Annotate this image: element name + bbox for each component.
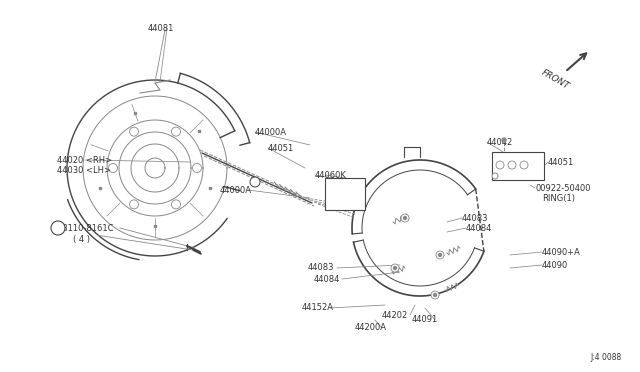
Circle shape: [433, 294, 436, 296]
Circle shape: [431, 291, 439, 299]
Text: 44042: 44042: [487, 138, 513, 147]
Text: 44090: 44090: [542, 260, 568, 269]
Circle shape: [403, 217, 406, 219]
Text: 44083: 44083: [308, 263, 335, 273]
Circle shape: [436, 251, 444, 259]
Text: ( 4 ): ( 4 ): [73, 234, 90, 244]
Circle shape: [401, 214, 409, 222]
Text: 44084: 44084: [466, 224, 492, 232]
Text: 44090+A: 44090+A: [542, 247, 581, 257]
Text: 44200A: 44200A: [355, 324, 387, 333]
Circle shape: [109, 164, 118, 173]
Text: 44081: 44081: [148, 23, 174, 32]
Text: RING(1): RING(1): [542, 193, 575, 202]
Circle shape: [496, 161, 504, 169]
Circle shape: [502, 138, 506, 142]
Circle shape: [391, 264, 399, 272]
Circle shape: [172, 200, 180, 209]
Bar: [492, 152, 544, 180]
Circle shape: [520, 161, 528, 169]
Text: 44202: 44202: [382, 311, 408, 320]
Text: 44083: 44083: [462, 214, 488, 222]
Text: 44000A: 44000A: [255, 128, 287, 137]
Circle shape: [51, 221, 65, 235]
Text: 44060K: 44060K: [315, 170, 347, 180]
Text: 44030 <LH>: 44030 <LH>: [57, 166, 111, 174]
Circle shape: [508, 161, 516, 169]
Circle shape: [492, 173, 498, 179]
Text: 08110-8161C: 08110-8161C: [57, 224, 113, 232]
Circle shape: [129, 127, 138, 136]
Text: 44051: 44051: [268, 144, 294, 153]
Circle shape: [394, 266, 397, 269]
Text: 44152A: 44152A: [302, 304, 334, 312]
Text: 44000A: 44000A: [220, 186, 252, 195]
Text: 44091: 44091: [412, 315, 438, 324]
Circle shape: [172, 127, 180, 136]
Circle shape: [438, 253, 442, 257]
Text: FRONT: FRONT: [540, 68, 571, 92]
Circle shape: [129, 200, 138, 209]
Circle shape: [193, 164, 202, 173]
Text: 00922-50400: 00922-50400: [535, 183, 591, 192]
Text: B: B: [55, 224, 61, 232]
Text: 44020 <RH>: 44020 <RH>: [57, 155, 112, 164]
Circle shape: [250, 177, 260, 187]
Text: J:4 0088: J:4 0088: [591, 353, 622, 362]
FancyBboxPatch shape: [325, 178, 365, 210]
Text: 44084: 44084: [314, 275, 340, 283]
Text: 44051: 44051: [548, 157, 574, 167]
